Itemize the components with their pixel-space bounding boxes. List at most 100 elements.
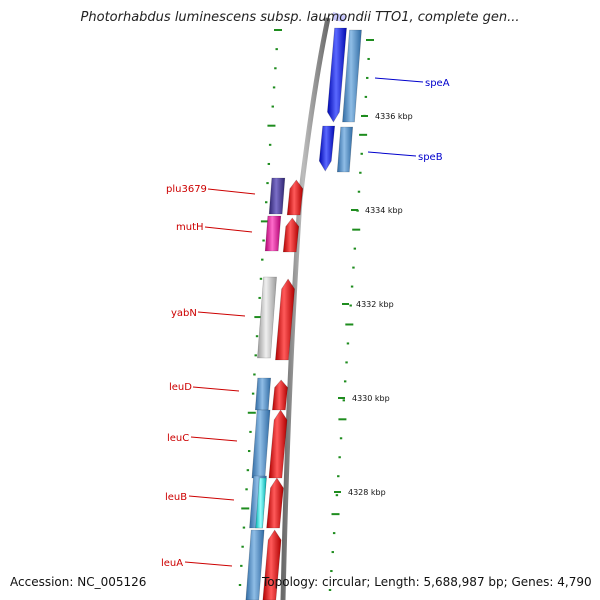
gene-leuA[interactable] (262, 529, 282, 600)
minor-tick (352, 266, 355, 269)
minor-tick (268, 143, 272, 146)
gene-label-leader-plu3679 (207, 188, 256, 195)
minor-tick (275, 48, 278, 51)
gene-label-yabN[interactable]: yabN (171, 308, 197, 319)
minor-tick (332, 532, 336, 535)
gene-label-speA[interactable]: speA (425, 78, 450, 89)
minor-tick (346, 342, 350, 345)
minor-tick (242, 526, 246, 529)
gene-leuC[interactable] (268, 409, 288, 479)
minor-tick (238, 584, 242, 586)
minor-tick (258, 296, 261, 299)
gene-label-leuD[interactable]: leuD (169, 382, 192, 393)
minor-tick (253, 373, 256, 376)
minor-tick (367, 57, 370, 60)
gene-plu3679-companion[interactable] (268, 177, 286, 215)
minor-tick (338, 456, 341, 459)
major-tick (267, 124, 276, 127)
minor-tick (349, 304, 352, 307)
gene-plu3679[interactable] (286, 179, 304, 216)
minor-tick (247, 450, 251, 453)
gene-label-speB[interactable]: speB (418, 152, 443, 163)
gene-mutH[interactable] (282, 217, 300, 253)
minor-tick (267, 162, 271, 165)
minor-tick (345, 361, 348, 364)
kbp-label: 4334 kbp (365, 206, 403, 215)
gene-label-leader-leuB (188, 495, 235, 501)
minor-tick (265, 201, 268, 204)
minor-tick (254, 354, 257, 357)
minor-tick (266, 182, 269, 185)
kbp-label: 4330 kbp (352, 394, 390, 403)
gene-yabN[interactable] (275, 278, 295, 361)
minor-tick (246, 469, 250, 472)
minor-tick (335, 494, 339, 497)
gene-steel-speA[interactable] (342, 29, 362, 123)
minor-tick (271, 105, 274, 108)
minor-tick (343, 380, 347, 383)
minor-tick (359, 171, 362, 174)
major-tick (241, 507, 250, 510)
gene-label-leader-mutH (204, 226, 253, 233)
minor-tick (245, 488, 248, 491)
major-tick (345, 323, 354, 326)
major-tick (260, 220, 269, 223)
minor-tick (255, 335, 259, 338)
gene-leuD[interactable] (272, 379, 288, 411)
gene-label-leuC[interactable]: leuC (167, 433, 189, 444)
kbp-tick (361, 115, 368, 117)
major-tick (254, 316, 263, 319)
minor-tick (339, 437, 343, 440)
minor-tick (274, 67, 277, 70)
gene-leuC-companion[interactable] (251, 409, 271, 479)
major-tick (331, 513, 340, 516)
gene-leuA-companion[interactable] (245, 529, 265, 600)
kbp-tick (338, 397, 345, 399)
gene-leuB[interactable] (266, 477, 284, 529)
major-tick (352, 228, 361, 231)
minor-tick (272, 86, 276, 89)
kbp-tick (342, 303, 349, 305)
minor-tick (357, 190, 361, 193)
kbp-tick (351, 209, 358, 211)
minor-tick (364, 95, 368, 98)
gene-label-leader-yabN (197, 311, 246, 317)
minor-tick (262, 239, 265, 242)
gene-label-plu3679[interactable]: plu3679 (166, 184, 207, 195)
gene-steel-speB[interactable] (336, 126, 354, 173)
accession-text: Accession: NC_005126 (10, 575, 147, 589)
gene-label-leader-leuD (192, 386, 240, 392)
gene-yabN-companion[interactable] (257, 276, 277, 359)
gene-label-leuB[interactable]: leuB (165, 492, 187, 503)
inner-tick-ring (238, 29, 282, 586)
gene-blue-speB[interactable] (318, 125, 336, 172)
gene-label-leader-speA (374, 77, 424, 83)
minor-tick (353, 247, 357, 250)
gene-mutH-companion[interactable] (264, 215, 282, 252)
gene-leuD-companion[interactable] (254, 377, 272, 411)
map-title: Photorhabdus luminescens subsp. laumondi… (80, 10, 520, 25)
minor-tick (251, 392, 255, 395)
major-tick (247, 411, 256, 414)
gene-blue-speA[interactable] (327, 27, 347, 123)
minor-tick (337, 475, 340, 478)
minor-tick (241, 545, 244, 548)
minor-tick (360, 152, 363, 155)
minor-tick (330, 570, 333, 573)
gene-label-leader-leuC (190, 436, 238, 442)
gene-label-leuA[interactable]: leuA (161, 558, 183, 569)
minor-tick (261, 258, 264, 261)
outer-tick-ring (328, 39, 374, 591)
gene-label-leader-speB (367, 151, 417, 157)
gene-leuB-cyan[interactable] (255, 477, 267, 529)
minor-tick (249, 430, 252, 433)
gene-label-mutH[interactable]: mutH (176, 222, 204, 233)
genome-backbone (280, 17, 331, 600)
minor-tick (240, 564, 243, 567)
minor-tick (259, 277, 263, 280)
minor-tick (350, 285, 354, 288)
kbp-label: 4336 kbp (375, 112, 413, 121)
minor-tick (342, 399, 345, 402)
major-tick (366, 39, 374, 41)
